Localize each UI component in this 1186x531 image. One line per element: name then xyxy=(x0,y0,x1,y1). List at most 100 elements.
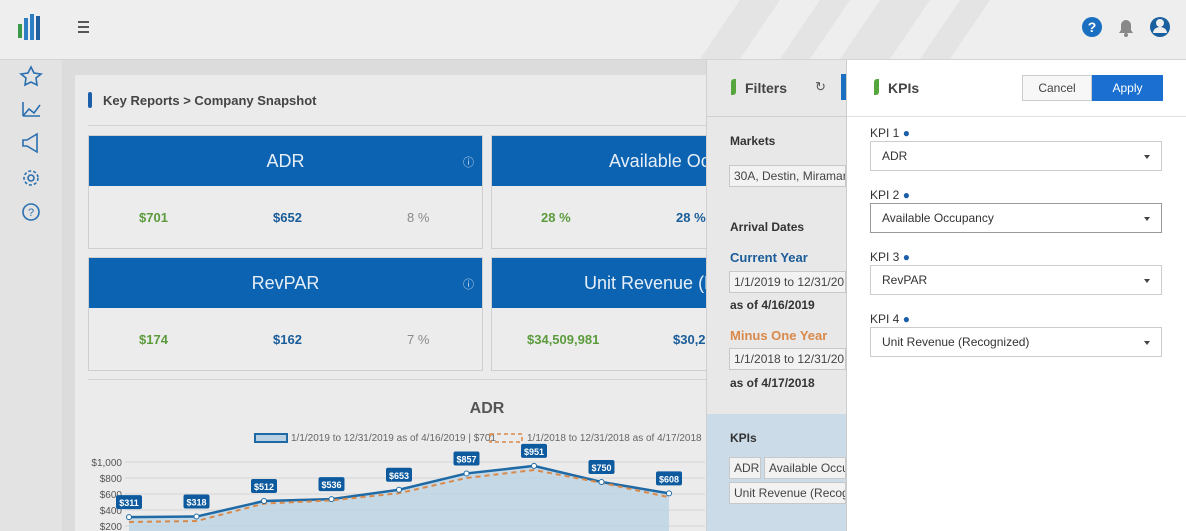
value-label: $536 xyxy=(321,480,341,490)
sidebar: ? xyxy=(0,60,62,531)
point xyxy=(328,496,335,503)
decoration xyxy=(707,116,847,117)
kpi-panel-title: KPIs xyxy=(888,80,920,96)
point xyxy=(126,514,132,521)
y-tick-label: $200 xyxy=(100,522,123,531)
decoration xyxy=(23,170,39,186)
cancel-button[interactable]: Cancel xyxy=(1022,75,1092,101)
card-value: $34,509,981 xyxy=(527,332,600,347)
kpi-card: ADR ⓘ $701 $652 8 % xyxy=(88,135,483,249)
y-tick-label: $800 xyxy=(100,474,123,485)
top-bar: ? xyxy=(0,0,1186,60)
decoration: ? xyxy=(28,207,34,219)
value-label: $608 xyxy=(659,474,679,484)
decoration xyxy=(22,132,38,154)
decoration xyxy=(19,65,43,221)
reset-icon[interactable]: ↻ xyxy=(815,79,826,94)
decoration: ? xyxy=(1088,19,1097,35)
kpi-select[interactable]: Available Occupancy xyxy=(870,203,1162,233)
kpi-label: KPI 2 xyxy=(870,188,900,202)
value-label: $857 xyxy=(456,454,476,464)
area xyxy=(129,465,669,531)
decoration xyxy=(700,0,990,59)
kpi-card: RevPAR ⓘ $174 $162 7 % xyxy=(88,257,483,371)
kpi-label: KPI 4 xyxy=(870,312,900,326)
markets-input[interactable]: 30A, Destin, Miramar B xyxy=(729,165,846,187)
kpi-select[interactable]: Unit Revenue (Recognized) xyxy=(870,327,1162,357)
top-bar-art: ? xyxy=(18,0,1170,59)
filters-title: Filters xyxy=(745,80,788,96)
point xyxy=(193,513,200,520)
card-value: $174 xyxy=(139,332,168,347)
breadcrumb-mark xyxy=(88,92,92,108)
decoration: ● xyxy=(902,188,910,202)
kpi-select[interactable]: ADR xyxy=(870,141,1162,171)
decoration: KPI 3 ● xyxy=(870,250,910,264)
label: as of 4/16/2019 xyxy=(730,298,815,312)
label: KPIs xyxy=(730,431,757,445)
card-value: 8 % xyxy=(407,210,430,225)
value-label-box xyxy=(318,477,345,492)
label: Current Year xyxy=(730,250,808,265)
card-title: RevPAR xyxy=(89,258,482,308)
decoration xyxy=(1082,17,1102,37)
chart-title: ADR xyxy=(470,400,505,417)
decoration xyxy=(1153,27,1167,33)
date-input[interactable]: 1/1/2018 to 12/31/2018 xyxy=(729,348,846,370)
kpi-select[interactable]: RevPAR xyxy=(870,265,1162,295)
filters-mark xyxy=(731,79,736,95)
breadcrumb: Key Reports > Company Snapshot xyxy=(103,93,317,108)
legend-swatch xyxy=(254,433,288,443)
kpi-tag: Available Occup xyxy=(764,457,846,479)
decoration xyxy=(78,21,89,33)
value-label: $512 xyxy=(254,482,274,492)
kpi-tag: ADR xyxy=(729,457,761,479)
filters-panel xyxy=(706,60,847,531)
apply-button[interactable]: Apply xyxy=(1092,75,1163,101)
kpi-panel xyxy=(846,60,1186,531)
point xyxy=(396,486,402,493)
card-value: $701 xyxy=(139,210,168,225)
decoration: ⓘ xyxy=(463,157,474,169)
point xyxy=(598,479,605,485)
decoration xyxy=(700,0,780,59)
point xyxy=(666,490,672,497)
card-value: $30,2 xyxy=(673,332,706,347)
decoration xyxy=(24,18,28,40)
apply-edge xyxy=(841,74,846,100)
value-label-box xyxy=(453,451,480,466)
decoration xyxy=(30,14,34,40)
kpi-mark xyxy=(874,79,879,95)
value-label-box xyxy=(386,467,412,482)
card-value: $652 xyxy=(273,210,302,225)
card-value: $162 xyxy=(273,332,302,347)
decoration xyxy=(22,104,41,117)
legend-label: 1/1/2018 to 12/31/2018 as of 4/17/2018 |… xyxy=(527,433,705,444)
decoration: KPI 4 ● xyxy=(870,312,910,326)
decoration xyxy=(19,65,43,87)
decoration xyxy=(18,24,22,38)
decoration xyxy=(0,60,62,531)
value-label: $653 xyxy=(389,471,409,481)
decoration: KPI 1 ● xyxy=(870,126,910,140)
legend-swatch xyxy=(489,433,523,443)
label: Minus One Year xyxy=(730,328,828,343)
card-value: 28 % xyxy=(676,210,706,225)
label: Markets xyxy=(730,134,776,148)
decoration xyxy=(847,116,1186,117)
value-label-box xyxy=(656,471,682,486)
label: Arrival Dates xyxy=(730,220,805,234)
decoration xyxy=(840,0,930,59)
point xyxy=(261,498,267,505)
date-input[interactable]: 1/1/2019 to 12/31/2019 xyxy=(729,271,846,293)
decoration xyxy=(27,174,35,182)
value-label: $318 xyxy=(186,498,206,508)
decoration xyxy=(1119,20,1133,33)
value-label-box xyxy=(588,460,615,474)
decoration: KPI 2 ● xyxy=(870,188,910,202)
decoration: ● xyxy=(902,250,910,264)
label: as of 4/17/2018 xyxy=(730,376,815,390)
kpi-label: KPI 1 xyxy=(870,126,900,140)
divider xyxy=(88,379,708,380)
